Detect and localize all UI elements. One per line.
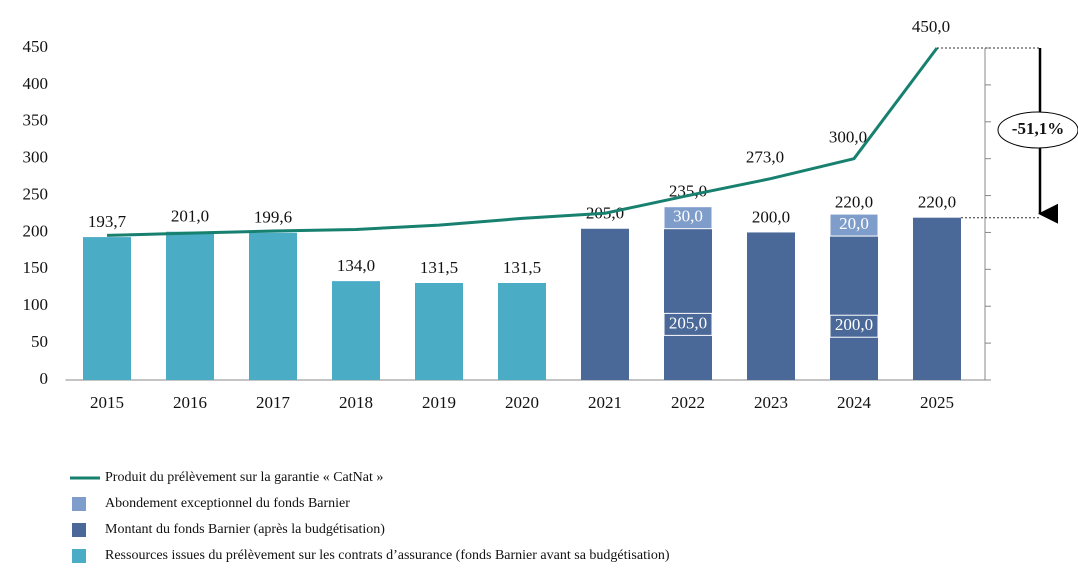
y-tick-label: 50: [31, 332, 48, 351]
x-tick-label: 2023: [754, 393, 788, 412]
bar: [498, 282, 546, 380]
line: [106, 47, 939, 237]
total-label: 235,0: [669, 182, 707, 201]
data-label: 199,6: [254, 208, 292, 227]
legend-swatch: [72, 523, 86, 537]
x-tick-label: 2019: [422, 393, 456, 412]
data-label: 220,0: [918, 193, 956, 212]
y-tick-label: 250: [23, 184, 49, 203]
y-tick-label: 300: [23, 148, 49, 167]
data-label: 201,0: [171, 207, 209, 226]
y-tick-label: 150: [23, 258, 49, 277]
label-box: [663, 312, 713, 336]
x-tick-label: 2021: [588, 393, 622, 412]
y-tick-label: 350: [23, 111, 49, 130]
y-tick-label: 200: [23, 221, 49, 240]
bar: [913, 217, 961, 380]
data-label: 300,0: [829, 128, 867, 147]
data-label: 200,0: [835, 315, 873, 334]
bar: [830, 232, 878, 380]
bar: [249, 232, 297, 380]
x-tick-label: 2025: [920, 393, 954, 412]
label-box: [829, 314, 879, 338]
legend-swatch: [72, 497, 86, 511]
data-label: 200,0: [752, 207, 790, 226]
data-label: 273,0: [746, 147, 784, 166]
y-tick-label: 0: [40, 369, 49, 388]
annotation: -51,1%: [1012, 119, 1064, 138]
bar: [166, 231, 214, 380]
data-label: 30,0: [673, 207, 703, 226]
bar: [664, 228, 712, 380]
data-label: 131,5: [503, 258, 541, 277]
y-tick-label: 450: [23, 37, 49, 56]
bar: [83, 237, 131, 380]
data-label: 450,0: [912, 17, 950, 36]
legend-label: Abondement exceptionnel du fonds Barnier: [105, 496, 350, 511]
x-tick-label: 2022: [671, 393, 705, 412]
data-label: 134,0: [337, 256, 375, 275]
legend-label: Produit du prélèvement sur la garantie «…: [105, 470, 383, 485]
legend-label: Montant du fonds Barnier (après la budgé…: [105, 522, 385, 537]
legend-swatch: [72, 549, 86, 563]
annotation-ellipse: [997, 111, 1078, 149]
legend-label: Ressources issues du prélèvement sur les…: [105, 548, 670, 563]
label-box: [663, 206, 713, 230]
y-tick-label: 400: [23, 74, 49, 93]
bar: [581, 228, 629, 380]
y-tick-label: 100: [23, 295, 49, 314]
total-label: 220,0: [835, 193, 873, 212]
data-label: 131,5: [420, 258, 458, 277]
x-tick-label: 2015: [90, 393, 124, 412]
label-box: [829, 213, 879, 237]
bar: [415, 282, 463, 380]
x-tick-label: 2016: [173, 393, 207, 412]
bar: [332, 281, 380, 380]
x-tick-label: 2020: [505, 393, 539, 412]
x-tick-label: 2018: [339, 393, 373, 412]
x-tick-label: 2017: [256, 393, 291, 412]
data-label: 193,7: [88, 212, 127, 231]
bar: [747, 232, 795, 380]
data-label: 20,0: [839, 214, 869, 233]
data-label: 205,0: [669, 313, 707, 332]
x-tick-label: 2024: [837, 393, 872, 412]
